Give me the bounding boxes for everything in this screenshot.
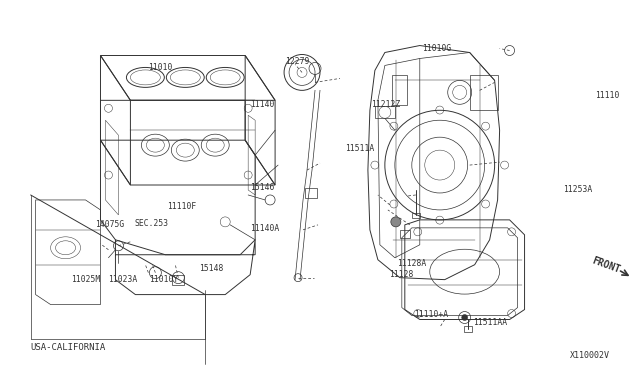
- Text: 11128A: 11128A: [397, 259, 426, 268]
- Text: 11511AA: 11511AA: [473, 318, 508, 327]
- Circle shape: [461, 314, 468, 321]
- Text: 11023A: 11023A: [108, 275, 137, 284]
- Text: USA-CALIFORNIA: USA-CALIFORNIA: [31, 343, 106, 352]
- Bar: [305, 188, 317, 198]
- Text: 11110: 11110: [595, 91, 619, 100]
- Text: 11010: 11010: [148, 63, 172, 72]
- Text: 12279: 12279: [285, 57, 309, 66]
- Text: 11253A: 11253A: [563, 185, 592, 194]
- Bar: [412, 213, 420, 218]
- Text: 14075G: 14075G: [95, 221, 124, 230]
- Bar: [400, 230, 410, 238]
- Bar: [172, 275, 184, 285]
- Bar: [470, 76, 498, 110]
- Text: SEC.253: SEC.253: [135, 219, 169, 228]
- Text: 11110F: 11110F: [167, 202, 196, 211]
- Text: FRONT: FRONT: [590, 256, 621, 275]
- Text: 15146: 15146: [250, 183, 274, 192]
- Text: 11212Z: 11212Z: [371, 100, 401, 109]
- Text: 11511A: 11511A: [346, 144, 375, 153]
- Text: 11140A: 11140A: [250, 224, 279, 233]
- Text: 11025M: 11025M: [71, 275, 100, 284]
- Bar: [392, 76, 407, 105]
- Circle shape: [391, 217, 401, 227]
- Text: 11110+A: 11110+A: [415, 311, 449, 320]
- Text: 11010G: 11010G: [422, 44, 451, 53]
- Text: 15148: 15148: [198, 264, 223, 273]
- Text: 11140: 11140: [250, 100, 274, 109]
- Text: 11010Y: 11010Y: [149, 275, 178, 284]
- Bar: [464, 327, 472, 333]
- Text: X110002V: X110002V: [570, 351, 609, 360]
- Bar: [375, 106, 395, 118]
- Text: 11128: 11128: [389, 270, 413, 279]
